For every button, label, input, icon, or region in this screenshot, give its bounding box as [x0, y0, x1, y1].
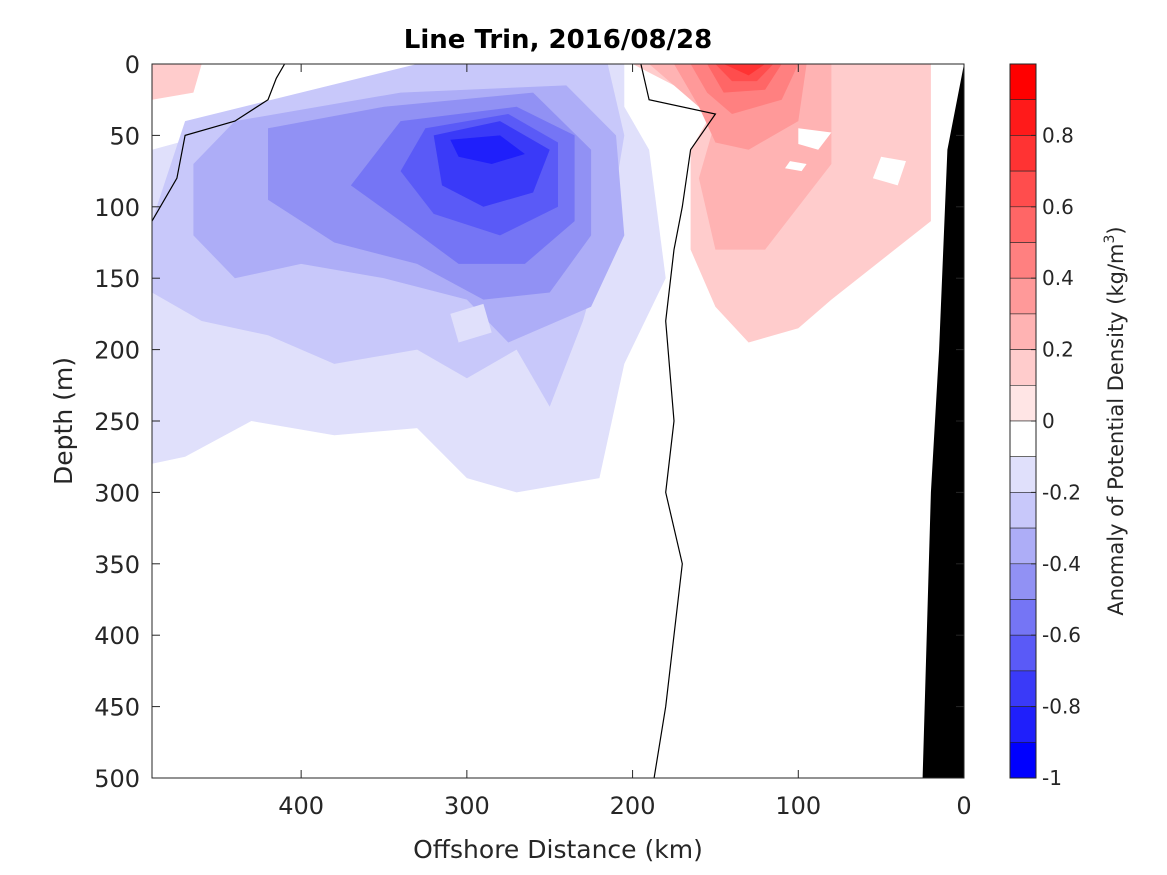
- colorbar-swatch: [1009, 456, 1037, 493]
- colorbar-tick-label: 0.8: [1042, 123, 1074, 147]
- colorbar-tick-label: -0.4: [1042, 552, 1081, 576]
- white-patch-2: [785, 161, 807, 172]
- bathymetry-shelf: [922, 64, 964, 778]
- colorbar-swatch: [1009, 349, 1037, 386]
- colorbar-swatch: [1009, 135, 1037, 172]
- colorbar-label-prefix: Anomaly of Potential Density (kg/m: [1104, 244, 1128, 616]
- x-tick-label: 100: [775, 792, 821, 820]
- colorbar-swatch: [1009, 706, 1037, 743]
- colorbar-swatch: [1009, 63, 1037, 101]
- colorbar-swatch: [1009, 420, 1037, 458]
- chart-title: Line Trin, 2016/08/28: [404, 25, 712, 55]
- y-tick-label: 150: [94, 265, 140, 293]
- contour-plot: 400 300 200 100 0 0 50 100 150 200 250 300 350 400 450…: [94, 51, 971, 820]
- colorbar-swatch: [1009, 277, 1037, 315]
- anomaly-region-16: [450, 303, 492, 343]
- colorbar-swatch: [1009, 741, 1037, 779]
- colorbar-tick-label: 0.4: [1042, 266, 1074, 290]
- colorbar-tick-label: 0: [1042, 409, 1055, 433]
- anomaly-region-15: [152, 64, 202, 100]
- colorbar-tick-label: -0.8: [1042, 695, 1081, 719]
- colorbar: 0.8 0.6 0.4 0.2 0 -0.2 -0.4 -0.6 -0.8 -1: [1009, 63, 1081, 790]
- y-tick-label: 50: [109, 122, 140, 150]
- y-tick-label: 100: [94, 194, 140, 222]
- colorbar-label: Anomaly of Potential Density (kg/m3): [1102, 226, 1128, 615]
- colorbar-swatch: [1009, 492, 1037, 529]
- anomaly-region-7: [450, 135, 525, 164]
- colorbar-tick-label: -1: [1042, 766, 1062, 790]
- x-tick-label: 200: [610, 792, 656, 820]
- colorbar-swatch: [1009, 599, 1037, 636]
- x-axis-label: Offshore Distance (km): [413, 835, 703, 864]
- y-tick-label: 500: [94, 765, 140, 793]
- colorbar-label-suffix: ): [1104, 226, 1128, 234]
- y-tick-label: 200: [94, 337, 140, 365]
- zero-contour-line: [640, 64, 717, 778]
- colorbar-swatch: [1009, 99, 1037, 136]
- y-tick-label: 350: [94, 551, 140, 579]
- y-tick-label: 250: [94, 408, 140, 436]
- colorbar-swatch: [1009, 170, 1037, 208]
- colorbar-swatch: [1009, 384, 1037, 422]
- y-tick-label: 0: [125, 51, 140, 79]
- left-contour-line: [152, 64, 286, 222]
- x-tick-label: 400: [278, 792, 324, 820]
- colorbar-label-sup: 3: [1102, 235, 1118, 244]
- colorbar-tick-label: 0.6: [1042, 195, 1074, 219]
- colorbar-swatch: [1009, 242, 1037, 279]
- colorbar-swatch: [1009, 634, 1037, 672]
- colorbar-swatch: [1009, 670, 1037, 707]
- white-patch-1: [872, 156, 906, 186]
- x-tick-label: 300: [444, 792, 490, 820]
- y-axis-label: Depth (m): [49, 357, 78, 485]
- y-tick-label: 300: [94, 479, 140, 507]
- colorbar-swatch: [1009, 313, 1037, 350]
- x-tick-label: 0: [956, 792, 971, 820]
- white-patch-0: [798, 128, 832, 150]
- colorbar-swatch: [1009, 563, 1037, 600]
- colorbar-tick-label: 0.2: [1042, 338, 1074, 362]
- colorbar-swatch: [1009, 527, 1037, 565]
- colorbar-tick-label: -0.6: [1042, 623, 1081, 647]
- anomaly-region-14: [723, 64, 766, 76]
- y-tick-label: 450: [94, 694, 140, 722]
- colorbar-swatch: [1009, 206, 1037, 243]
- y-tick-label: 400: [94, 622, 140, 650]
- colorbar-tick-label: -0.2: [1042, 480, 1081, 504]
